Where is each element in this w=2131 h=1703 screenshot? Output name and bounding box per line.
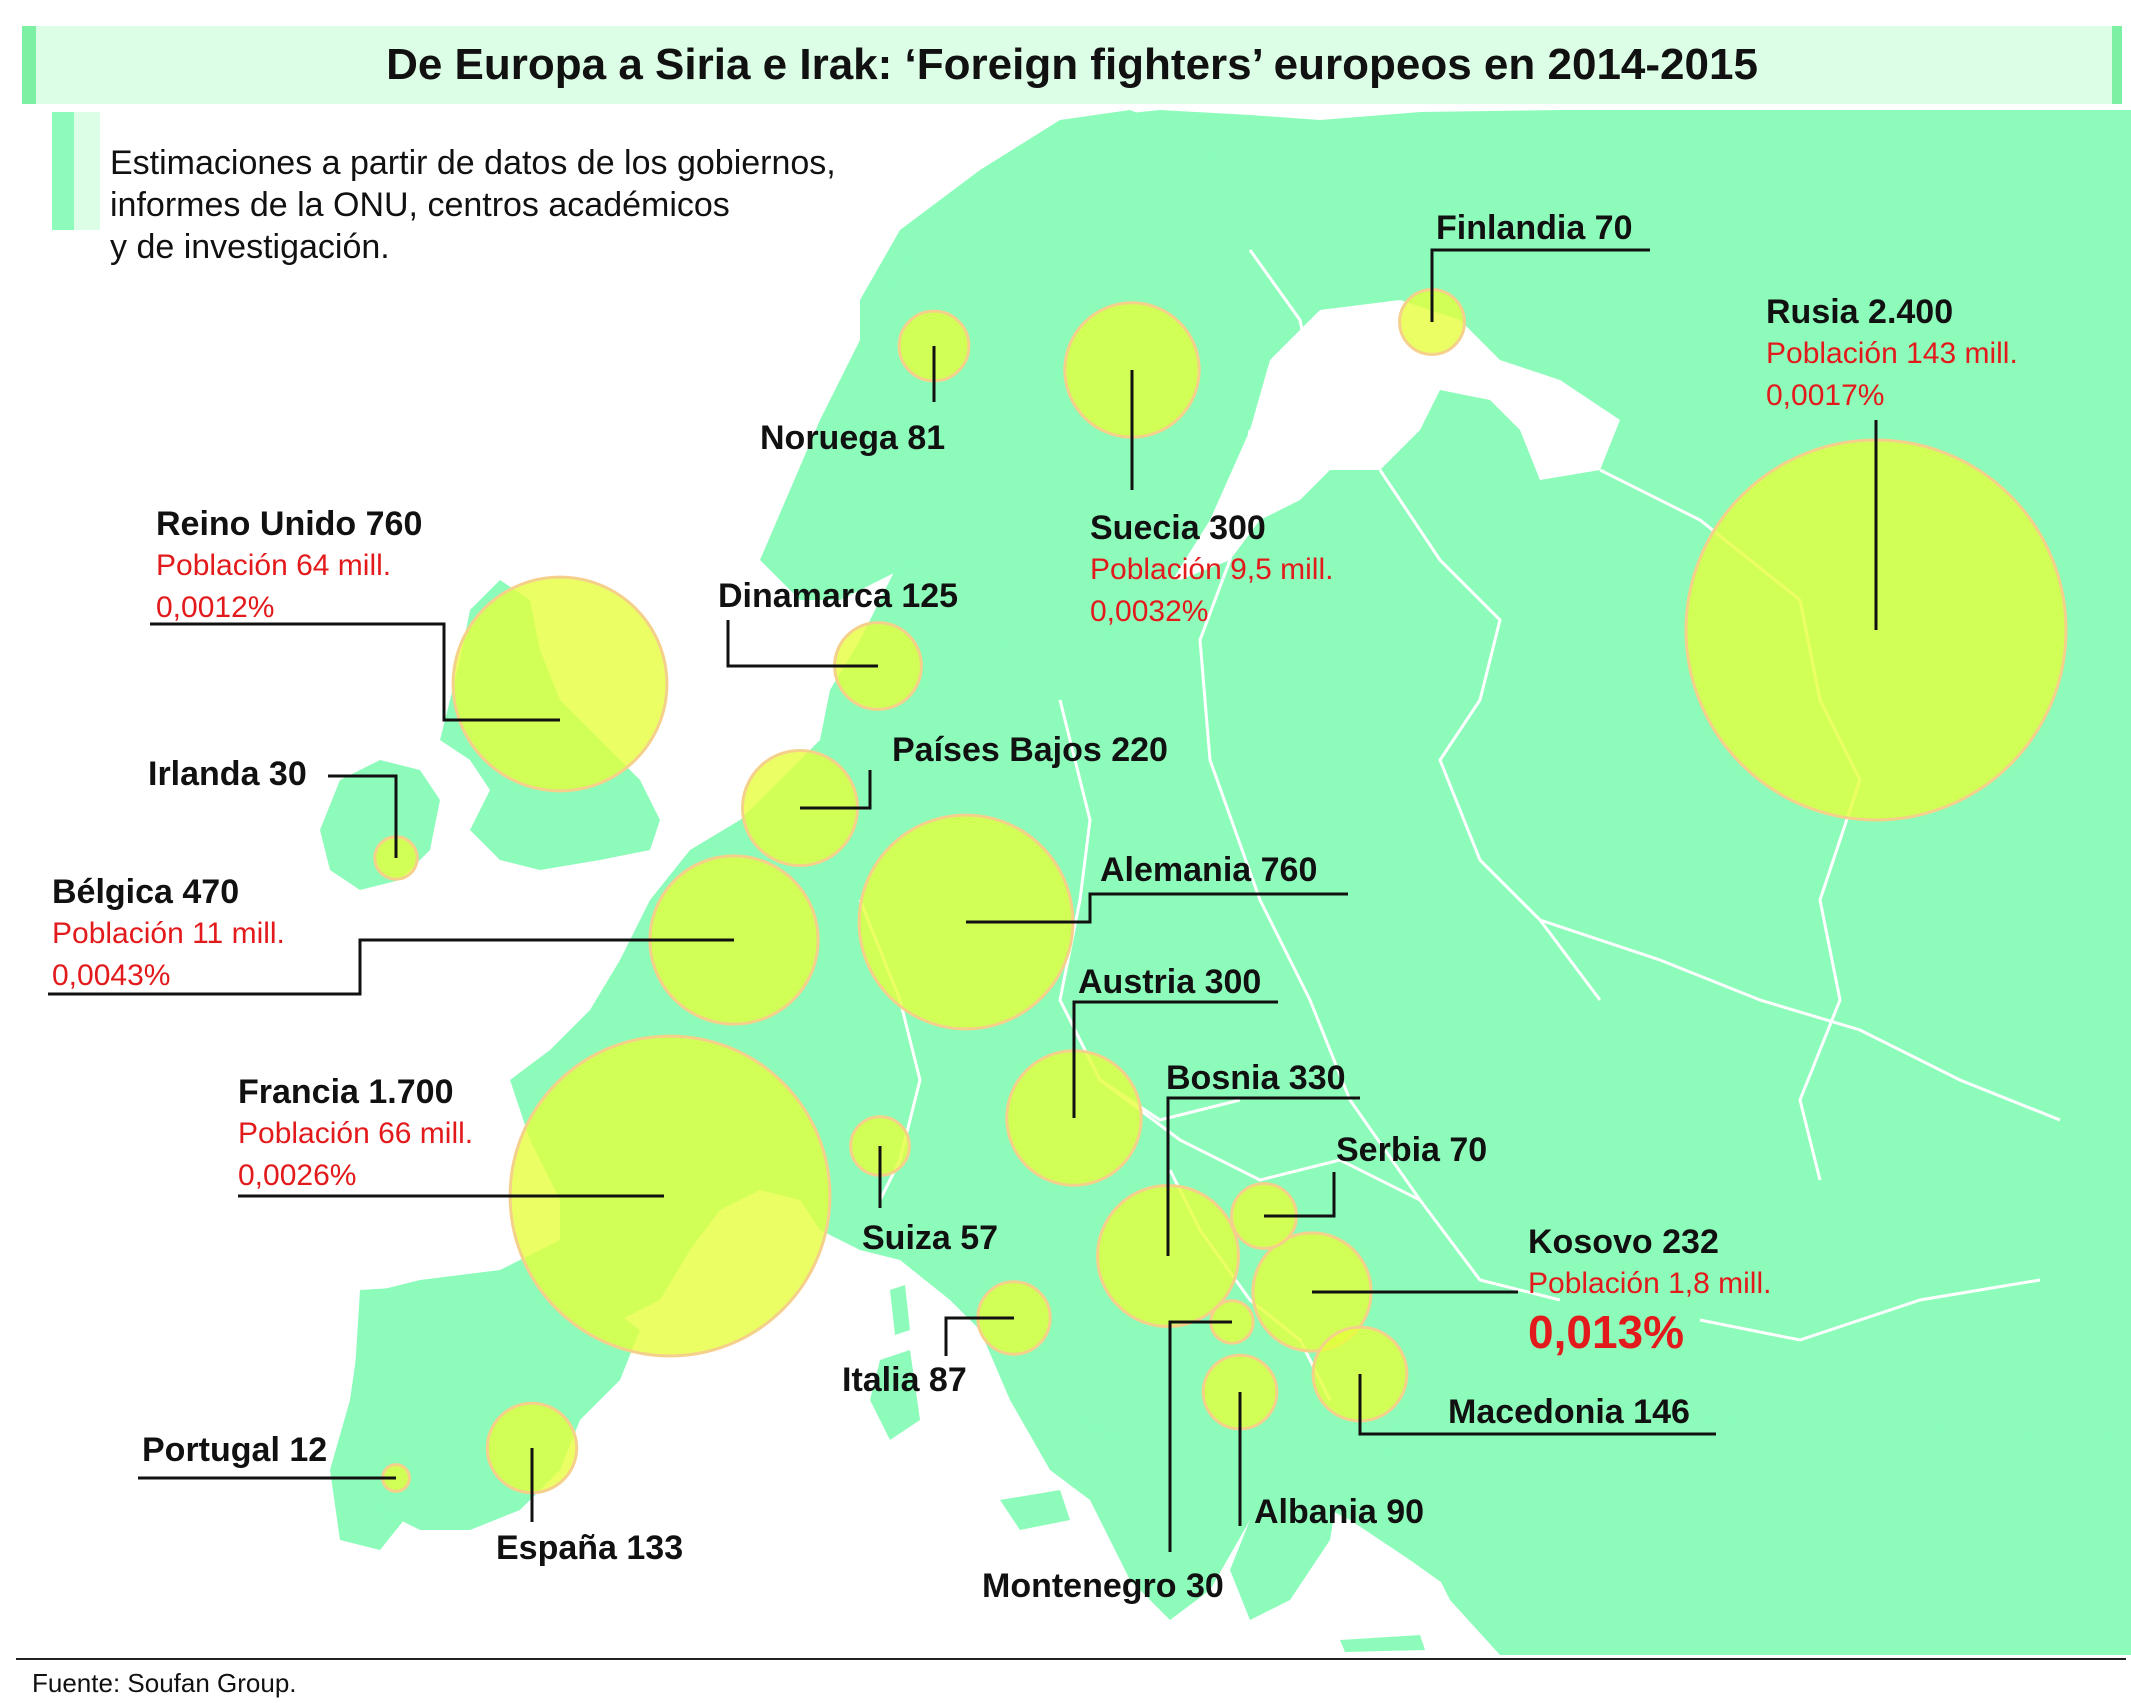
land-iberia bbox=[355, 1285, 640, 1530]
land-mainland bbox=[330, 110, 2131, 1655]
label-macedonia: Macedonia 146 bbox=[1448, 1393, 1690, 1431]
title-accent-left bbox=[22, 26, 36, 104]
label-kosovo: Kosovo 232 bbox=[1528, 1223, 1719, 1261]
land-sicily bbox=[1000, 1490, 1070, 1530]
leader-irlanda bbox=[328, 774, 398, 858]
land-corsica bbox=[890, 1285, 910, 1335]
land-masses bbox=[320, 110, 2131, 1655]
leader-italia bbox=[944, 1316, 1014, 1356]
label-alemania: Alemania 760 bbox=[1100, 851, 1318, 889]
land-crete bbox=[1340, 1635, 1425, 1652]
subtitle-line: y de investigación. bbox=[110, 228, 390, 266]
percent-belgica: 0,0043% bbox=[52, 959, 171, 992]
percent-reino-unido: 0,0012% bbox=[156, 591, 275, 624]
land-greece bbox=[1230, 1420, 1340, 1620]
population-francia: Población 66 mill. bbox=[238, 1117, 474, 1150]
subtitle: Estimaciones a partir de datos de los go… bbox=[110, 142, 836, 268]
subtitle-accent bbox=[52, 112, 74, 230]
population-reino-unido: Población 64 mill. bbox=[156, 549, 392, 582]
label-serbia: Serbia 70 bbox=[1336, 1131, 1488, 1169]
land-turkey bbox=[1380, 1400, 2131, 1655]
label-dinamarca: Dinamarca 125 bbox=[718, 577, 959, 615]
label-montenegro: Montenegro 30 bbox=[982, 1567, 1224, 1605]
leader-finlandia bbox=[1430, 248, 1650, 322]
leader-macedonia bbox=[1358, 1374, 1716, 1436]
source-note: Fuente: Soufan Group. bbox=[32, 1668, 297, 1698]
label-reino-unido: Reino Unido 760 bbox=[156, 505, 423, 543]
leader-serbia bbox=[1264, 1172, 1336, 1218]
label-espana: España 133 bbox=[496, 1529, 684, 1567]
label-albania: Albania 90 bbox=[1254, 1493, 1425, 1531]
percent-francia: 0,0026% bbox=[238, 1159, 357, 1192]
subtitle-line: Estimaciones a partir de datos de los go… bbox=[110, 144, 836, 182]
population-belgica: Población 11 mill. bbox=[52, 917, 285, 950]
leader-bélgica bbox=[48, 938, 734, 996]
label-francia: Francia 1.700 bbox=[238, 1073, 454, 1111]
land-scandinavia bbox=[760, 110, 1260, 700]
leader-países-bajos bbox=[800, 770, 872, 810]
percent-kosovo: 0,013% bbox=[1528, 1306, 1685, 1358]
leader-alemania bbox=[966, 892, 1348, 924]
leader-lines bbox=[48, 248, 1878, 1552]
label-suecia: Suecia 300 bbox=[1090, 509, 1266, 547]
leader-montenegro bbox=[1168, 1320, 1232, 1552]
leader-reino-unido bbox=[150, 622, 560, 722]
land-sardinia bbox=[870, 1350, 920, 1440]
leader-austria bbox=[1072, 1000, 1278, 1118]
percent-suecia: 0,0032% bbox=[1090, 595, 1209, 628]
border-line bbox=[1699, 1278, 2041, 1342]
border-line bbox=[1099, 1078, 1561, 1302]
leader-dinamarca bbox=[726, 620, 878, 668]
leader-bosnia bbox=[1166, 1096, 1360, 1256]
label-portugal: Portugal 12 bbox=[142, 1431, 328, 1469]
bubble-reino-unido bbox=[451, 575, 669, 793]
border-line bbox=[1378, 469, 1602, 1001]
title-accent-right bbox=[2112, 26, 2122, 104]
footer-divider bbox=[16, 1658, 2126, 1660]
subtitle-accent-light bbox=[74, 112, 100, 230]
label-irlanda: Irlanda 30 bbox=[148, 755, 307, 793]
subtitle-line: informes de la ONU, centros académicos bbox=[110, 186, 730, 224]
percent-rusia: 0,0017% bbox=[1766, 379, 1885, 412]
label-belgica: Bélgica 470 bbox=[52, 873, 240, 911]
title-bar: De Europa a Siria e Irak: ‘Foreign fight… bbox=[22, 26, 2122, 104]
label-suiza: Suiza 57 bbox=[862, 1219, 999, 1257]
border-line bbox=[1058, 699, 1241, 1122]
page-title: De Europa a Siria e Irak: ‘Foreign fight… bbox=[386, 40, 1758, 89]
label-noruega: Noruega 81 bbox=[760, 419, 946, 457]
population-suecia: Población 9,5 mill. bbox=[1090, 553, 1334, 586]
label-italia: Italia 87 bbox=[842, 1361, 967, 1399]
population-rusia: Población 143 mill. bbox=[1766, 337, 2018, 370]
label-austria: Austria 300 bbox=[1078, 963, 1262, 1001]
border-line bbox=[1248, 249, 1322, 421]
label-paises-bajos: Países Bajos 220 bbox=[892, 731, 1168, 769]
border-line bbox=[1539, 918, 2061, 1122]
label-finlandia: Finlandia 70 bbox=[1436, 209, 1633, 247]
population-kosovo: Población 1,8 mill. bbox=[1528, 1267, 1772, 1300]
label-rusia: Rusia 2.400 bbox=[1766, 293, 1954, 331]
border-line bbox=[1198, 429, 1422, 1201]
label-bosnia: Bosnia 330 bbox=[1166, 1059, 1346, 1097]
